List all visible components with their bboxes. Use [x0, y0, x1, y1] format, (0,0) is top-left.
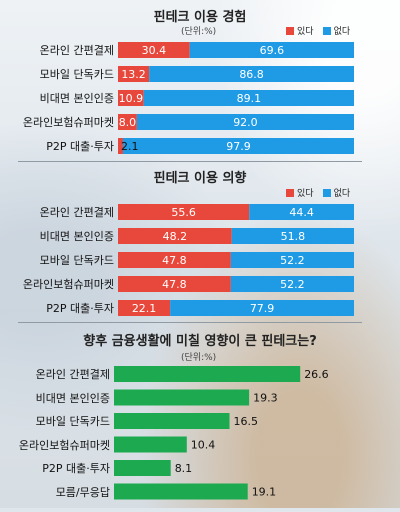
- category-label: 모바일 단독카드: [39, 254, 114, 267]
- bar-yes: [118, 252, 231, 268]
- legend-swatch-yes: [286, 188, 294, 197]
- data-label: 19.3: [253, 392, 278, 405]
- chart3-title: 향후 금융생활에 미칠 영향이 큰 핀테크는?: [83, 334, 317, 349]
- data-label-no: 51.8: [281, 230, 306, 243]
- chart2-bars: 55.6 44.4 48.2 51.8 47.8 52.2 47.8 52.2 22.1 77.9: [118, 204, 354, 316]
- bar-no: [230, 252, 354, 268]
- data-label: 26.6: [304, 368, 329, 381]
- legend-label-yes: 있다: [297, 27, 314, 37]
- chart1-bars: 30.4 69.6 13.2 86.8 10.9 89.1 8.0 92.0 2.1 97.9: [118, 42, 355, 154]
- data-label: 19.1: [252, 486, 277, 499]
- bar: [114, 389, 250, 406]
- data-label-no: 69.6: [260, 44, 285, 57]
- data-label-yes: 10.9: [119, 92, 144, 105]
- data-label-no: 52.2: [280, 278, 305, 291]
- bar-yes: [118, 66, 150, 82]
- data-label-no: 89.1: [237, 92, 262, 105]
- data-label: 10.4: [191, 439, 216, 452]
- data-label-yes: 2.1: [121, 140, 139, 153]
- chart1-title: 핀테크 이용 경험: [153, 10, 247, 25]
- bar-no: [136, 114, 354, 130]
- data-label-yes: 55.6: [171, 206, 196, 219]
- chart2-legend: 있다 없다: [286, 186, 350, 199]
- bar-no: [143, 90, 354, 106]
- data-label-yes: 13.2: [121, 68, 146, 81]
- data-label-yes: 47.8: [162, 254, 187, 267]
- bar-yes: [118, 114, 137, 130]
- legend-swatch-no: [322, 188, 331, 197]
- section-divider: [18, 161, 362, 162]
- data-label-yes: 30.4: [142, 44, 167, 57]
- bar-no: [231, 228, 354, 244]
- category-label: P2P 대출·투자: [42, 462, 110, 475]
- data-label-yes: 22.1: [132, 302, 157, 315]
- category-label: 비대면 본인인증: [39, 230, 114, 243]
- category-label: 비대면 본인인증: [35, 391, 110, 405]
- data-label-no: 86.8: [239, 68, 264, 81]
- chart1-unit: (단위:%): [181, 27, 217, 37]
- category-label: P2P 대출·투자: [46, 140, 114, 153]
- category-label: P2P 대출·투자: [46, 302, 114, 315]
- legend-swatch-yes: [286, 26, 294, 35]
- bar-yes: [118, 138, 123, 154]
- section-divider: [18, 322, 362, 323]
- data-label-yes: 8.0: [119, 116, 137, 129]
- bar: [114, 460, 171, 476]
- bar: [114, 436, 187, 453]
- data-label-yes: 47.8: [162, 278, 187, 291]
- data-label-no: 97.9: [226, 140, 251, 153]
- legend-label-no: 없다: [333, 189, 351, 199]
- legend-swatch-no: [322, 26, 331, 35]
- bar-no: [230, 276, 354, 292]
- category-label: 모바일 단독카드: [39, 68, 114, 81]
- bar-yes: [118, 42, 190, 58]
- category-label: 온라인보험슈퍼마켓: [22, 116, 114, 129]
- bar-no: [170, 300, 354, 316]
- bar-yes: [118, 276, 231, 292]
- bar-no: [249, 204, 354, 220]
- data-label-yes: 48.2: [163, 230, 188, 243]
- bar-yes: [118, 228, 232, 244]
- bar-yes: [118, 204, 250, 220]
- data-label: 16.5: [234, 415, 259, 428]
- category-label: 온라인 간편결제: [39, 206, 114, 219]
- legend-label-yes: 있다: [297, 189, 314, 199]
- chart3-unit: (단위:%): [181, 353, 217, 363]
- category-label: 온라인 간편결제: [39, 44, 114, 57]
- chart3-bars: 26.6 19.3 16.5 10.4 8.1 19.1: [114, 366, 329, 500]
- legend-label-no: 없다: [333, 27, 351, 37]
- category-label: 온라인보험슈퍼마켓: [22, 278, 114, 291]
- category-label: 모바일 단독카드: [35, 415, 110, 428]
- data-label-no: 92.0: [233, 116, 258, 129]
- bar: [114, 413, 230, 429]
- data-label: 8.1: [175, 462, 193, 475]
- category-label: 온라인 간편결제: [35, 368, 110, 381]
- data-label-no: 44.4: [289, 206, 314, 219]
- bar: [114, 366, 301, 382]
- category-label: 모름/무응답: [55, 485, 110, 499]
- category-label: 비대면 본인인증: [39, 92, 114, 105]
- bar-yes: [118, 90, 144, 106]
- category-label: 온라인보험슈퍼마켓: [18, 438, 110, 452]
- bar-no: [122, 138, 355, 154]
- bar-no: [189, 42, 354, 58]
- bar: [114, 483, 248, 500]
- bar-no: [149, 66, 354, 82]
- chart2-title: 핀테크 이용 의향: [153, 171, 247, 186]
- data-label-no: 52.2: [280, 254, 305, 267]
- data-label-no: 77.9: [250, 302, 275, 315]
- bar-yes: [118, 300, 171, 316]
- chart1-legend: 있다 없다: [286, 24, 350, 37]
